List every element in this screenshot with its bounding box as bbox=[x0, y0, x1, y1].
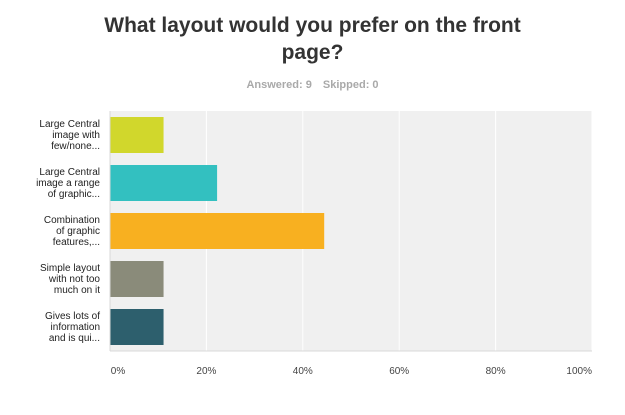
category-label-3: Simple layout with not too much on it bbox=[40, 263, 100, 296]
question-title-line-2: page? bbox=[281, 41, 344, 64]
category-label-3-line-0: Simple layout bbox=[40, 263, 100, 274]
category-label-4-line-0: Gives lots of bbox=[45, 311, 100, 322]
category-label-1: Large Central image a range of graphic... bbox=[36, 167, 100, 200]
x-tick-label-0: 0% bbox=[111, 366, 126, 377]
category-label-1-line-0: Large Central bbox=[39, 167, 100, 178]
category-label-2-line-0: Combination bbox=[44, 215, 100, 226]
category-label-3-line-1: with not too bbox=[48, 274, 101, 285]
category-label-2: Combination of graphic features,... bbox=[44, 215, 100, 248]
response-summary: Answered: 9 Skipped: 0 bbox=[0, 79, 625, 91]
bar-0 bbox=[110, 117, 164, 153]
category-label-2-line-2: features,... bbox=[53, 237, 100, 248]
category-label-1-line-2: of graphic... bbox=[48, 189, 100, 200]
question-title: What layout would you prefer on the fron… bbox=[0, 12, 625, 66]
x-tick-label-5: 100% bbox=[566, 366, 592, 377]
skipped-count: Skipped: 0 bbox=[322, 79, 379, 91]
question-title-line-1: What layout would you prefer on the fron… bbox=[104, 14, 521, 37]
category-label-0: Large Central image with few/none... bbox=[39, 119, 100, 152]
x-tick-label-3: 60% bbox=[389, 366, 409, 377]
bar-4 bbox=[110, 309, 164, 345]
category-label-3-line-2: much on it bbox=[54, 285, 100, 296]
x-tick-label-1: 20% bbox=[196, 366, 216, 377]
category-label-0-line-1: image with bbox=[52, 130, 100, 141]
category-label-0-line-2: few/none... bbox=[51, 141, 100, 152]
bar-1 bbox=[110, 165, 218, 201]
category-label-2-line-1: of graphic bbox=[56, 226, 100, 237]
x-tick-label-2: 40% bbox=[293, 366, 313, 377]
category-label-4-line-1: information bbox=[51, 322, 100, 333]
category-label-1-line-1: image a range bbox=[36, 178, 100, 189]
bar-2 bbox=[110, 213, 325, 249]
answered-count: Answered: 9 bbox=[246, 79, 312, 91]
x-tick-label-4: 80% bbox=[486, 366, 506, 377]
category-label-4: Gives lots of information and is qui... bbox=[45, 311, 100, 344]
category-label-4-line-2: and is qui... bbox=[49, 333, 100, 344]
category-label-0-line-0: Large Central bbox=[39, 119, 100, 130]
bar-3 bbox=[110, 261, 164, 297]
